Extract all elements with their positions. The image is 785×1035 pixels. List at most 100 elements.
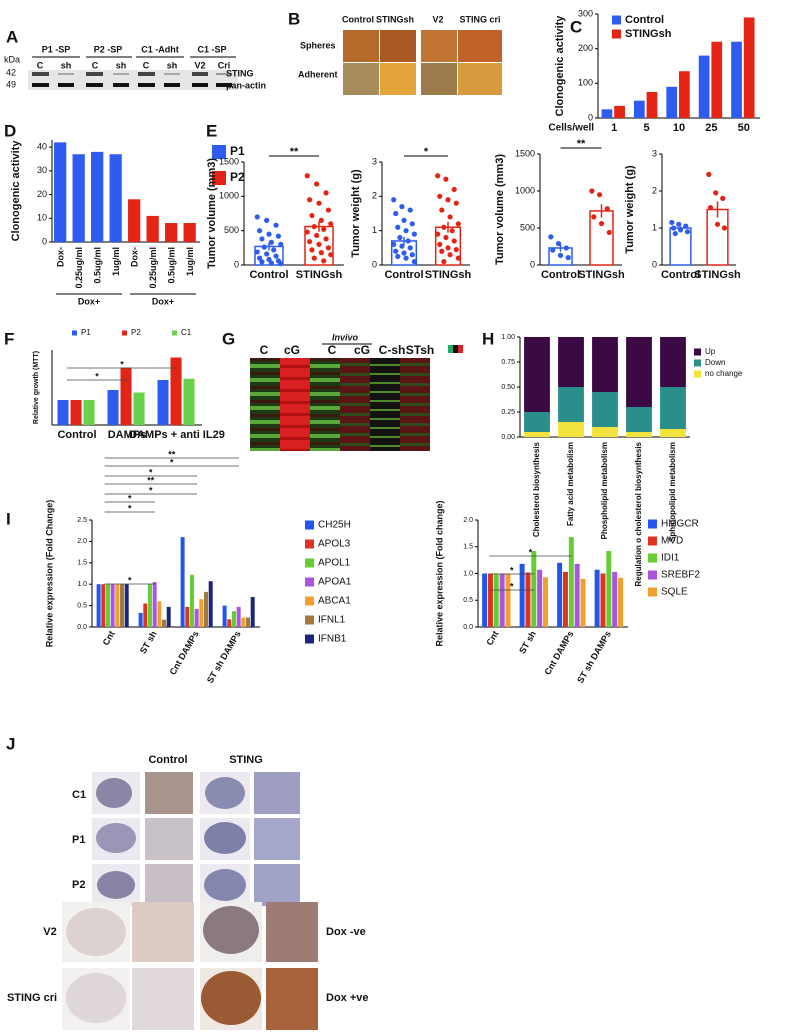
column-label: cG — [284, 343, 300, 357]
bar — [731, 41, 742, 118]
y-tick-label: 1500 — [515, 148, 535, 158]
bar — [70, 400, 82, 425]
y-tick-label: 0 — [234, 259, 239, 269]
data-point — [316, 200, 322, 206]
heatmap-column — [400, 358, 430, 451]
data-point — [441, 258, 447, 265]
y-tick-label: 1.00 — [501, 334, 515, 341]
group-label: C1 -Adht — [141, 44, 179, 54]
bar — [183, 223, 196, 242]
legend-swatch — [694, 370, 701, 378]
legend-label: Up — [705, 347, 716, 356]
condition-label: Dox +ve — [326, 992, 369, 1004]
y-tick-label: 100 — [578, 78, 593, 88]
x-tick-label: Dox- — [56, 247, 66, 267]
data-point — [278, 241, 284, 247]
bar — [83, 400, 95, 425]
protein-label: pan-actin — [226, 80, 266, 90]
legend-swatch — [122, 330, 127, 336]
data-point — [391, 241, 397, 247]
data-point — [449, 228, 455, 234]
row-label: STING cri — [7, 992, 57, 1004]
bar — [227, 619, 232, 627]
significance-label: ** — [290, 146, 299, 158]
data-point — [439, 207, 445, 213]
data-point — [591, 214, 597, 220]
data-point — [677, 227, 684, 233]
significance-label: * — [424, 146, 429, 158]
lane-label: sh — [61, 60, 72, 70]
data-point — [669, 219, 675, 226]
bar — [143, 603, 148, 627]
bar — [633, 100, 645, 118]
panel-label: G — [222, 329, 235, 348]
color-key — [453, 345, 458, 353]
data-point — [443, 176, 449, 182]
y-tick-label: 2.0 — [77, 538, 87, 545]
x-tick-label: Phospholipid metabolism — [600, 442, 609, 539]
legend-swatch — [648, 553, 657, 563]
data-point — [714, 221, 721, 227]
y-tick-label: 2 — [652, 185, 657, 195]
y-axis-title: Tumor volume (mm3) — [206, 158, 218, 269]
panel-g: G Invivo C cG C cG C-sh STsh — [222, 329, 463, 451]
legend-label: SREBF2 — [661, 570, 700, 581]
x-tick-label: Sphinopolipid metabolism — [668, 442, 677, 542]
lane-label: Cri — [218, 60, 231, 70]
y-tick-label: 1500 — [219, 156, 239, 166]
image — [458, 30, 502, 62]
x-tick-label: 10 — [673, 122, 685, 134]
data-point — [451, 238, 457, 244]
x-tick-label: 1ug/ml — [111, 247, 121, 276]
x-tick-label: STINGsh — [694, 269, 741, 281]
data-point — [254, 214, 260, 220]
significance-label: * — [510, 565, 514, 575]
y-tick-label: 1000 — [515, 185, 535, 195]
panel-b: B Control STINGsh V2 STING cri Spheres A… — [288, 9, 502, 95]
legend-label: CH25H — [318, 520, 351, 531]
data-point — [455, 255, 461, 261]
data-point — [328, 221, 334, 227]
group-label: C1 -SP — [197, 44, 226, 54]
data-point — [606, 229, 612, 236]
x-tick-label: Regulation o cholesterol biosynthesis — [634, 441, 643, 586]
bar-segment — [558, 422, 584, 437]
column-label: C — [328, 343, 337, 357]
panel-label: C — [570, 17, 582, 36]
y-tick-label: 1.5 — [77, 560, 87, 567]
y-tick-label: 2.0 — [463, 517, 473, 524]
data-point — [256, 228, 263, 234]
panel-label: B — [288, 9, 300, 28]
data-point — [447, 252, 453, 258]
bar — [679, 71, 690, 118]
y-tick-label: 0.50 — [501, 384, 515, 391]
bar — [166, 606, 171, 627]
data-point — [565, 255, 571, 261]
legend-swatch — [648, 587, 657, 597]
data-point — [407, 207, 413, 213]
legend-label: APOA1 — [318, 577, 352, 588]
data-point — [435, 173, 441, 179]
y-tick-label: 0.00 — [501, 434, 515, 441]
bar-segment — [592, 427, 618, 437]
legend-swatch — [72, 330, 77, 336]
protein-label: STING — [226, 68, 254, 78]
bar — [204, 591, 208, 627]
bar — [618, 577, 623, 627]
bar — [531, 551, 537, 627]
data-point — [325, 245, 332, 251]
bar — [543, 577, 548, 627]
data-point — [684, 229, 691, 235]
column-label: Control — [148, 754, 187, 766]
bar — [525, 572, 531, 627]
panel-label: J — [6, 734, 15, 753]
bar — [499, 573, 505, 627]
y-tick-label: 0.25 — [501, 409, 515, 416]
data-point — [304, 173, 310, 179]
x-tick-label: Control — [384, 269, 423, 281]
blot — [28, 70, 238, 90]
data-point — [268, 239, 274, 245]
bar — [580, 578, 586, 627]
data-point — [399, 243, 405, 249]
